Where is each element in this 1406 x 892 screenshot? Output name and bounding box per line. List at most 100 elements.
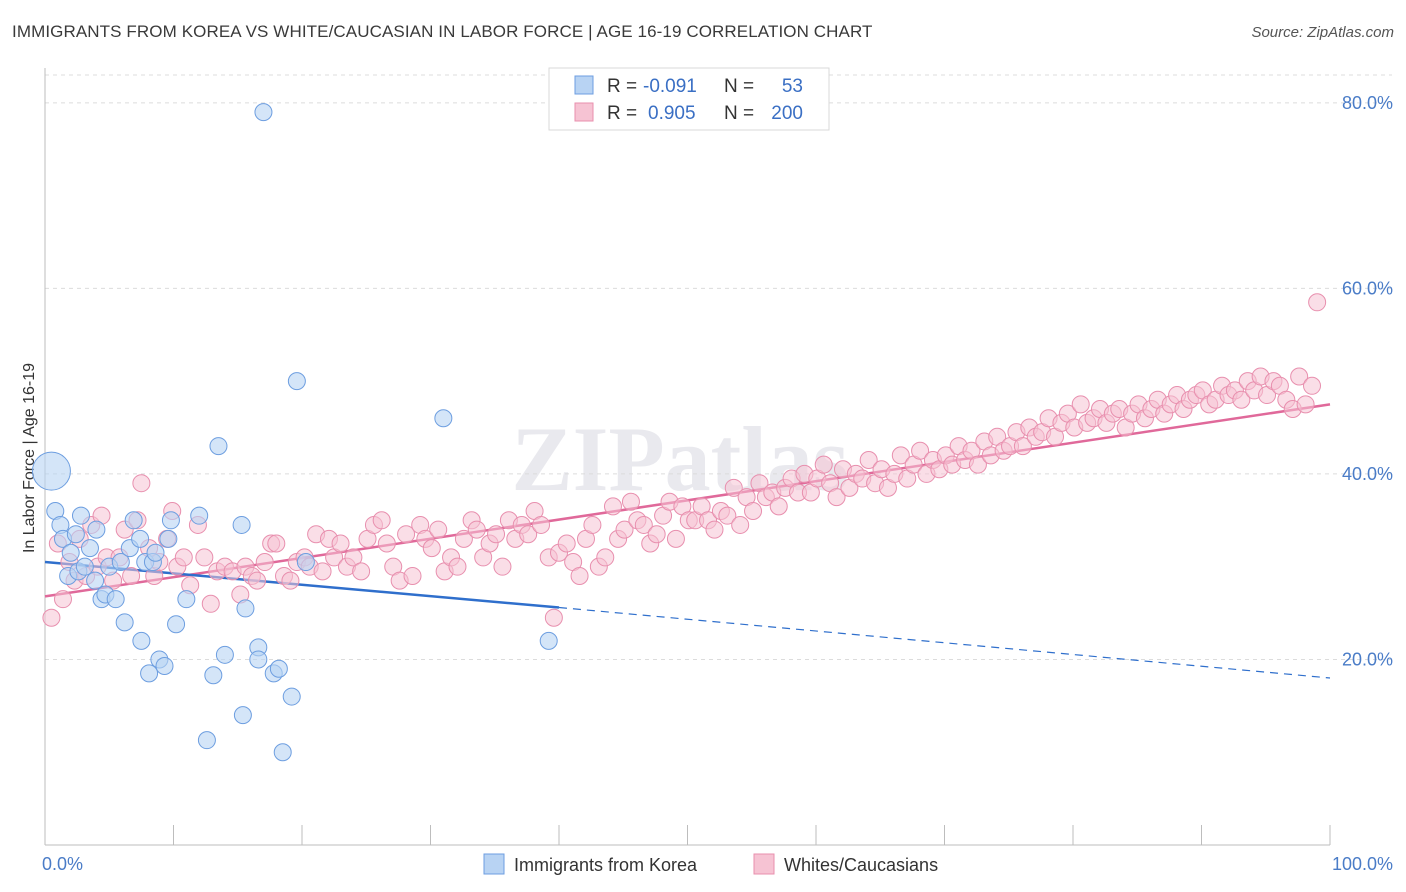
point-korea [287, 372, 306, 391]
point-white [448, 557, 467, 576]
point-korea [131, 529, 150, 548]
point-white [281, 571, 300, 590]
bottom-legend-label-white: Whites/Caucasians [784, 855, 938, 875]
point-white [705, 520, 724, 539]
legend-r-value-1: -0.091 [643, 76, 697, 97]
point-white [859, 451, 878, 469]
legend-r-label-2: R = [607, 103, 637, 124]
trend-line-korea-extrapolated [558, 606, 1331, 679]
point-white [666, 529, 685, 548]
point-korea [115, 613, 134, 632]
point-white [313, 562, 332, 581]
point-white [331, 534, 350, 553]
legend-swatch-korea [574, 75, 594, 95]
point-korea [197, 731, 216, 750]
point-korea [269, 659, 288, 678]
point-white [891, 446, 910, 465]
point-korea [232, 515, 251, 534]
correlation-legend: R = -0.091 N = 53 R = 0.905 N = 200 [548, 67, 830, 131]
x-tick-label-min: 0.0% [42, 854, 83, 874]
point-korea [161, 511, 180, 530]
point-korea [273, 743, 292, 762]
point-white [1071, 395, 1090, 414]
point-white [724, 478, 743, 497]
series-korea-points [31, 103, 558, 762]
point-korea [204, 666, 223, 685]
y-tick-label: 80.0% [1342, 93, 1393, 113]
point-white [1308, 293, 1327, 312]
point-korea [31, 451, 71, 491]
legend-n-value-2: 200 [771, 103, 803, 124]
point-korea [146, 543, 165, 562]
point-white [487, 525, 506, 544]
point-white [621, 492, 640, 511]
point-white [827, 488, 846, 507]
point-white [422, 539, 441, 558]
point-korea [124, 511, 143, 530]
point-korea [177, 590, 196, 609]
point-white [519, 525, 538, 544]
point-korea [254, 103, 273, 122]
chart-title: IMMIGRANTS FROM KOREA VS WHITE/CAUCASIAN… [12, 22, 873, 41]
point-white [493, 557, 512, 576]
point-korea [87, 520, 106, 539]
point-korea [71, 506, 90, 525]
point-white [731, 515, 750, 534]
point-korea [66, 525, 85, 544]
point-white [174, 548, 193, 567]
point-white [195, 548, 214, 567]
point-korea [159, 529, 178, 548]
point-korea [434, 409, 453, 428]
point-white [769, 497, 788, 516]
point-white [532, 515, 551, 534]
point-white [544, 608, 563, 627]
y-tick-label: 60.0% [1342, 278, 1393, 298]
point-korea [86, 571, 105, 590]
legend-r-value-2: 0.905 [648, 103, 696, 124]
legend-n-label-1: N = [724, 76, 754, 97]
point-white [132, 474, 151, 493]
point-white [596, 548, 615, 567]
tick-labels: 20.0% 40.0% 60.0% 80.0% 0.0% 100.0% [42, 93, 1393, 874]
point-korea [282, 687, 301, 706]
point-white [557, 534, 576, 553]
point-white [403, 566, 422, 585]
legend-swatch-white [574, 102, 594, 122]
point-white [647, 525, 666, 544]
point-white [1290, 367, 1309, 386]
point-white [911, 441, 930, 460]
point-korea [209, 437, 228, 456]
point-white [372, 511, 391, 530]
point-korea [80, 539, 99, 558]
point-white [344, 548, 363, 567]
point-korea [61, 543, 80, 562]
point-korea [111, 553, 130, 572]
source-credit: Source: ZipAtlas.com [1251, 24, 1394, 41]
point-white [255, 553, 274, 572]
bottom-legend-swatch-white [753, 853, 775, 875]
y-axis-label: In Labor Force | Age 16-19 [21, 363, 38, 553]
series-legend: Immigrants from Korea Whites/Caucasians [483, 853, 938, 875]
point-white [122, 566, 141, 585]
point-white [201, 594, 220, 613]
point-korea [296, 553, 315, 572]
point-white [467, 520, 486, 539]
point-white [634, 515, 653, 534]
point-white [454, 529, 473, 548]
point-white [583, 515, 602, 534]
point-white [744, 502, 763, 521]
point-korea [167, 615, 186, 634]
y-tick-label: 20.0% [1342, 649, 1393, 669]
point-korea [215, 645, 234, 664]
point-korea [233, 706, 252, 725]
point-white [718, 506, 737, 525]
point-white [53, 590, 72, 609]
point-white [615, 520, 634, 539]
point-white [570, 566, 589, 585]
point-korea [75, 557, 94, 576]
point-white [1232, 390, 1251, 409]
y-tick-label: 40.0% [1342, 464, 1393, 484]
point-white [377, 534, 396, 553]
point-white [429, 520, 448, 539]
